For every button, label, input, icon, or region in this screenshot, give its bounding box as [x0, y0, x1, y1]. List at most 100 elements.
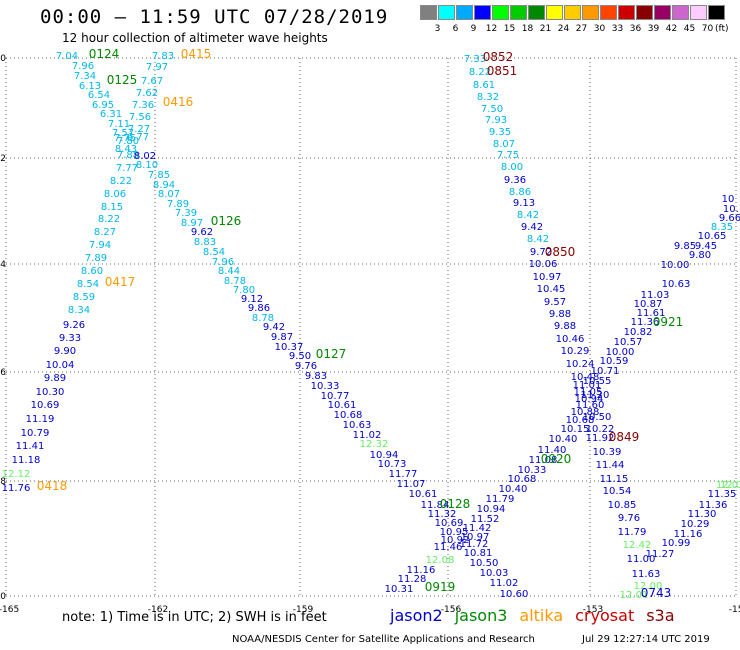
wave-height-value: 10.79 — [21, 428, 50, 439]
wave-height-value: 10.22 — [586, 424, 615, 435]
wave-height-value: 10.69 — [31, 400, 60, 411]
wave-height-value: 10.30 — [36, 387, 65, 398]
wave-height-value: 9.36 — [504, 175, 526, 186]
pass-number-label: 0418 — [37, 479, 68, 493]
wave-height-value: 10.39 — [593, 447, 622, 458]
wave-height-value: 9.83 — [305, 371, 327, 382]
wave-height-value: 10.29 — [561, 346, 590, 357]
legend-swatch — [510, 5, 527, 20]
wave-height-value: 10.87 — [634, 299, 663, 310]
wave-height-value: 7.80 — [233, 285, 255, 296]
wave-height-value: 10.63 — [662, 279, 691, 290]
satellite-jason3: jason3 — [454, 606, 508, 625]
pass-number-label: 0124 — [89, 47, 120, 61]
wave-height-value: 8.61 — [473, 80, 495, 91]
wave-height-value: 9.66 — [719, 213, 740, 224]
wave-height-value: 8.02 — [134, 151, 156, 162]
legend-label: 12 — [485, 24, 498, 34]
wave-height-value: 9.76 — [295, 361, 317, 372]
wave-height-value: 7.27 — [128, 124, 150, 135]
pass-number-label: 0852 — [483, 50, 514, 64]
wave-height-value: 7.96 — [72, 61, 94, 72]
wave-height-value: 8.60 — [81, 266, 103, 277]
pass-number-label: 0743 — [641, 586, 672, 600]
legend-swatch — [672, 5, 689, 20]
legend-swatch — [456, 5, 473, 20]
wave-height-value: 8.15 — [101, 202, 123, 213]
wave-height-value: 10.15 — [561, 424, 590, 435]
wave-height-value: 11.20 — [581, 390, 610, 401]
wave-height-value: 8.54 — [77, 279, 99, 290]
wave-height-value: 12.12 — [2, 469, 31, 480]
wave-height-value: 10.40 — [499, 484, 528, 495]
wave-height-value: 10.24 — [566, 359, 595, 370]
wave-height-value: 7.67 — [141, 76, 163, 87]
satellite-altika: altika — [519, 606, 564, 625]
legend-swatch — [618, 5, 635, 20]
pass-number-label: 0921 — [653, 315, 684, 329]
satellite-cryosat: cryosat — [575, 606, 635, 625]
wave-height-value: 9.12 — [241, 294, 263, 305]
footnote: note: 1) Time is in UTC; 2) SWH is in fe… — [62, 610, 327, 625]
legend-swatch — [636, 5, 653, 20]
wave-height-value: 7.89 — [167, 199, 189, 210]
wave-height-value: 9.62 — [191, 227, 213, 238]
wave-height-value: 9.50 — [289, 351, 311, 362]
pass-number-label: 0851 — [487, 64, 518, 78]
wave-height-value: 7.80 — [117, 136, 139, 147]
wave-height-value: 12.01 — [620, 590, 649, 601]
wave-height-value: 11.76 — [2, 483, 31, 494]
legend-swatch — [420, 5, 437, 20]
wave-height-value: 7.83 — [152, 51, 174, 62]
legend-unit: (ft) — [715, 24, 729, 34]
wave-height-value: 10.54 — [603, 486, 632, 497]
wave-height-value: 11.36 — [699, 500, 728, 511]
pass-labels: 0124 0415 0125 0416 0126 0417 0127 0418 0128 0919… — [37, 47, 684, 600]
wave-height-value: 10.40 — [549, 434, 578, 445]
wave-height-value: 9.90 — [54, 346, 76, 357]
wave-height-value: 9.26 — [63, 320, 85, 331]
wave-height-value: 12.00 — [634, 581, 663, 592]
wave-height-value: 10.92 — [441, 535, 470, 546]
wave-height-value: 12.32 — [360, 439, 389, 450]
wave-height-value: 8.22 — [98, 214, 120, 225]
wave-height-value: 11.60 — [576, 400, 605, 411]
wave-height-value: 11.79 — [618, 527, 647, 538]
legend-label: 27 — [575, 24, 588, 34]
wave-height-value: 10.68 — [566, 415, 595, 426]
wave-height-value: 7.85 — [148, 170, 170, 181]
lon-tick-label: -153 — [583, 605, 603, 615]
wave-height-value: 11.32 — [428, 509, 457, 520]
wave-height-value: 7.57 — [112, 128, 134, 139]
wave-height-value: 8.22 — [469, 67, 491, 78]
wave-height-value: 10.45 — [537, 284, 566, 295]
lat-tick-label: -40 — [0, 54, 6, 64]
satellite-jason2: jason2 — [390, 606, 443, 625]
wave-height-value: 12.0 — [716, 480, 738, 491]
wave-height-value: 11.52 — [471, 514, 500, 525]
lon-tick-label: -162 — [148, 605, 168, 615]
wave-height-value: 7.94 — [89, 240, 111, 251]
wave-height-value: 10.61 — [328, 400, 357, 411]
wave-height-value: 11.19 — [26, 414, 55, 425]
lon-tick-label: -156 — [441, 605, 462, 615]
wave-height-value: 10.00 — [606, 347, 635, 358]
lat-tick-label: -44 — [0, 260, 6, 270]
wave-height-value: 9.88 — [554, 321, 576, 332]
wave-height-value: 7.50 — [481, 104, 503, 115]
wave-height-value: 9.42 — [263, 322, 285, 333]
lon-tick-label: -159 — [293, 605, 314, 615]
wave-height-value: 10.46 — [556, 334, 585, 345]
wave-height-value: 6.77 — [127, 132, 149, 143]
legend-label: 45 — [683, 24, 696, 34]
legend-swatch — [654, 5, 671, 20]
wave-height-value: 10.95 — [440, 527, 469, 538]
wave-height-value: 10.33 — [518, 465, 547, 476]
wave-height-value: 8.59 — [73, 292, 95, 303]
wave-height-value: 9.45 — [695, 241, 717, 252]
wave-height-value: 11.36 — [631, 317, 660, 328]
wave-height-value: 11.18 — [12, 455, 41, 466]
wave-height-value: 8.83 — [194, 237, 216, 248]
legend-swatch — [438, 5, 455, 20]
wave-height-value: 11.41 — [16, 441, 45, 452]
